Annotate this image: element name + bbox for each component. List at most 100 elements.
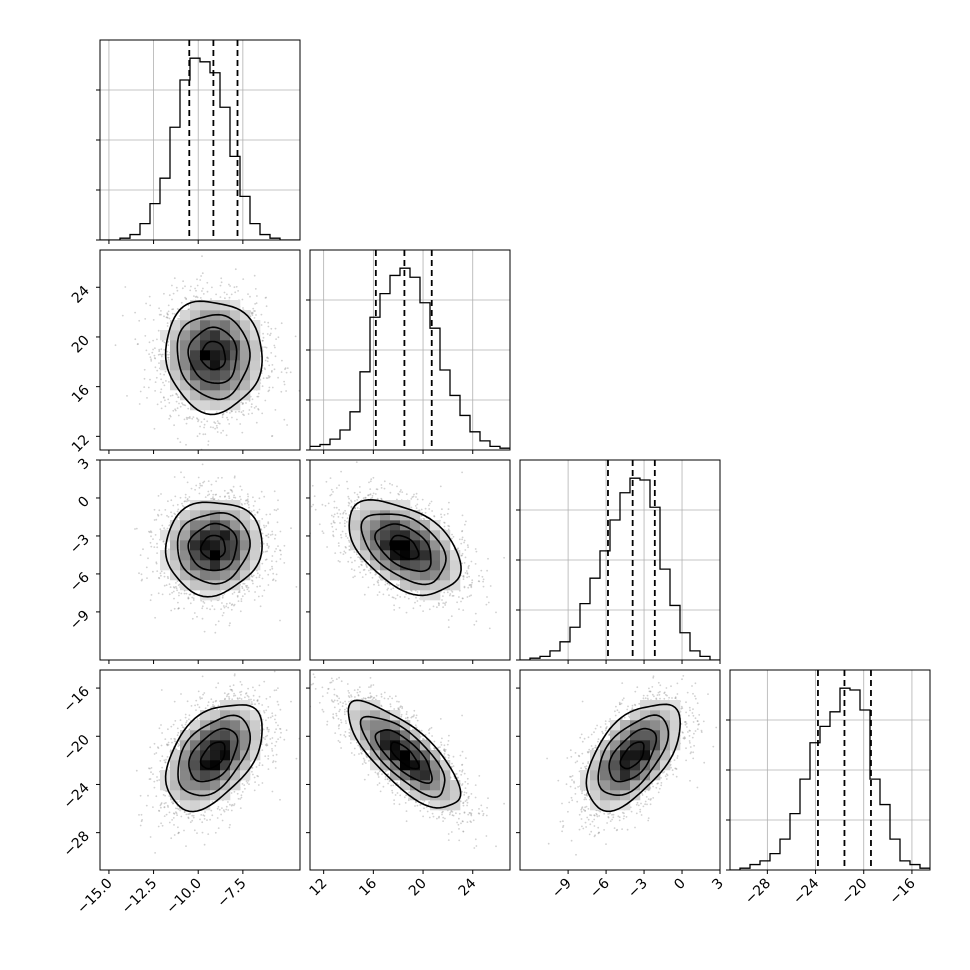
scatter-point — [175, 585, 177, 588]
density-cell — [190, 510, 201, 521]
scatter-point — [324, 564, 326, 566]
scatter-point — [181, 402, 183, 404]
scatter-point — [467, 586, 470, 589]
scatter-point — [277, 499, 279, 502]
scatter-point — [168, 417, 171, 420]
density-cell — [200, 300, 211, 311]
scatter-point — [181, 502, 183, 505]
scatter-point — [197, 419, 200, 421]
panel-frame — [99, 249, 301, 451]
scatter-point — [251, 311, 254, 314]
scatter-point — [212, 496, 214, 498]
scatter-point — [149, 304, 152, 307]
scatter-point — [251, 580, 254, 582]
scatter-point — [273, 368, 276, 371]
scatter-point — [369, 493, 371, 496]
scatter-point — [160, 513, 163, 516]
scatter-point — [241, 431, 244, 434]
scatter-point — [284, 368, 286, 371]
scatter-point — [295, 586, 298, 588]
scatter-point — [154, 534, 157, 536]
density-cell — [230, 390, 241, 401]
density-cell — [250, 560, 261, 571]
scatter-point — [185, 298, 188, 301]
scatter-point — [263, 367, 266, 369]
density-cell — [170, 530, 181, 541]
scatter-point — [237, 290, 240, 292]
scatter-point — [280, 322, 283, 325]
scatter-point — [163, 396, 165, 399]
scatter-point — [248, 409, 251, 411]
scatter-point — [229, 622, 231, 625]
scatter-point — [171, 298, 173, 301]
scatter-point — [243, 589, 246, 591]
scatter-point — [184, 500, 187, 503]
scatter-point — [178, 516, 181, 519]
scatter-point — [242, 413, 244, 416]
density-cell — [210, 400, 221, 411]
scatter-point — [199, 279, 202, 281]
scatter-point — [158, 313, 161, 316]
scatter-point — [209, 426, 212, 428]
density-cell — [190, 390, 201, 401]
density-cell — [170, 350, 181, 361]
density-cell — [230, 320, 241, 331]
scatter-point — [267, 522, 270, 525]
scatter-point — [439, 485, 442, 488]
scatter-point — [266, 377, 269, 379]
density-cell — [180, 560, 191, 571]
scatter-point — [144, 318, 147, 320]
scatter-point — [206, 494, 209, 497]
scatter-point — [256, 585, 259, 588]
scatter-point — [261, 562, 264, 565]
scatter-point — [267, 533, 270, 536]
scatter-point — [173, 597, 175, 600]
density-cell — [200, 580, 211, 591]
scatter-point — [277, 508, 279, 510]
scatter-point — [233, 604, 235, 607]
scatter-point — [270, 327, 273, 330]
scatter-point — [171, 284, 173, 287]
scatter-point — [183, 607, 185, 610]
scatter-point — [284, 367, 287, 369]
scatter-point — [266, 333, 269, 335]
scatter-point — [240, 411, 243, 414]
scatter-point — [169, 586, 172, 588]
scatter-point — [166, 527, 169, 530]
scatter-point — [188, 416, 191, 418]
scatter-point — [256, 511, 259, 514]
scatter-point — [156, 546, 159, 549]
scatter-point — [348, 502, 351, 505]
scatter-point — [170, 499, 173, 502]
scatter-point — [161, 340, 164, 342]
density-cell — [230, 380, 241, 391]
scatter-point — [211, 605, 214, 607]
scatter-point — [194, 488, 197, 491]
scatter-point — [186, 498, 189, 500]
density-cell — [210, 540, 221, 551]
scatter-point — [251, 398, 254, 401]
density-cell — [190, 330, 201, 341]
scatter-point — [222, 594, 224, 597]
scatter-point — [269, 513, 271, 516]
scatter-point — [271, 560, 273, 562]
density-cell — [200, 520, 211, 531]
scatter-point — [152, 319, 155, 321]
scatter-point — [159, 373, 162, 375]
scatter-point — [160, 493, 162, 495]
scatter-point — [175, 518, 178, 521]
scatter-point — [262, 336, 265, 339]
scatter-point — [271, 567, 274, 570]
scatter-point — [224, 297, 226, 300]
density-cell — [190, 550, 201, 561]
scatter-point — [143, 386, 146, 388]
scatter-point — [166, 325, 169, 327]
scatter-point — [267, 321, 270, 324]
scatter-point — [211, 497, 214, 500]
scatter-point — [157, 495, 160, 497]
scatter-point — [260, 324, 263, 326]
scatter-point — [226, 416, 228, 419]
scatter-point — [245, 586, 248, 589]
scatter-point — [176, 437, 179, 440]
scatter-point — [263, 526, 266, 529]
